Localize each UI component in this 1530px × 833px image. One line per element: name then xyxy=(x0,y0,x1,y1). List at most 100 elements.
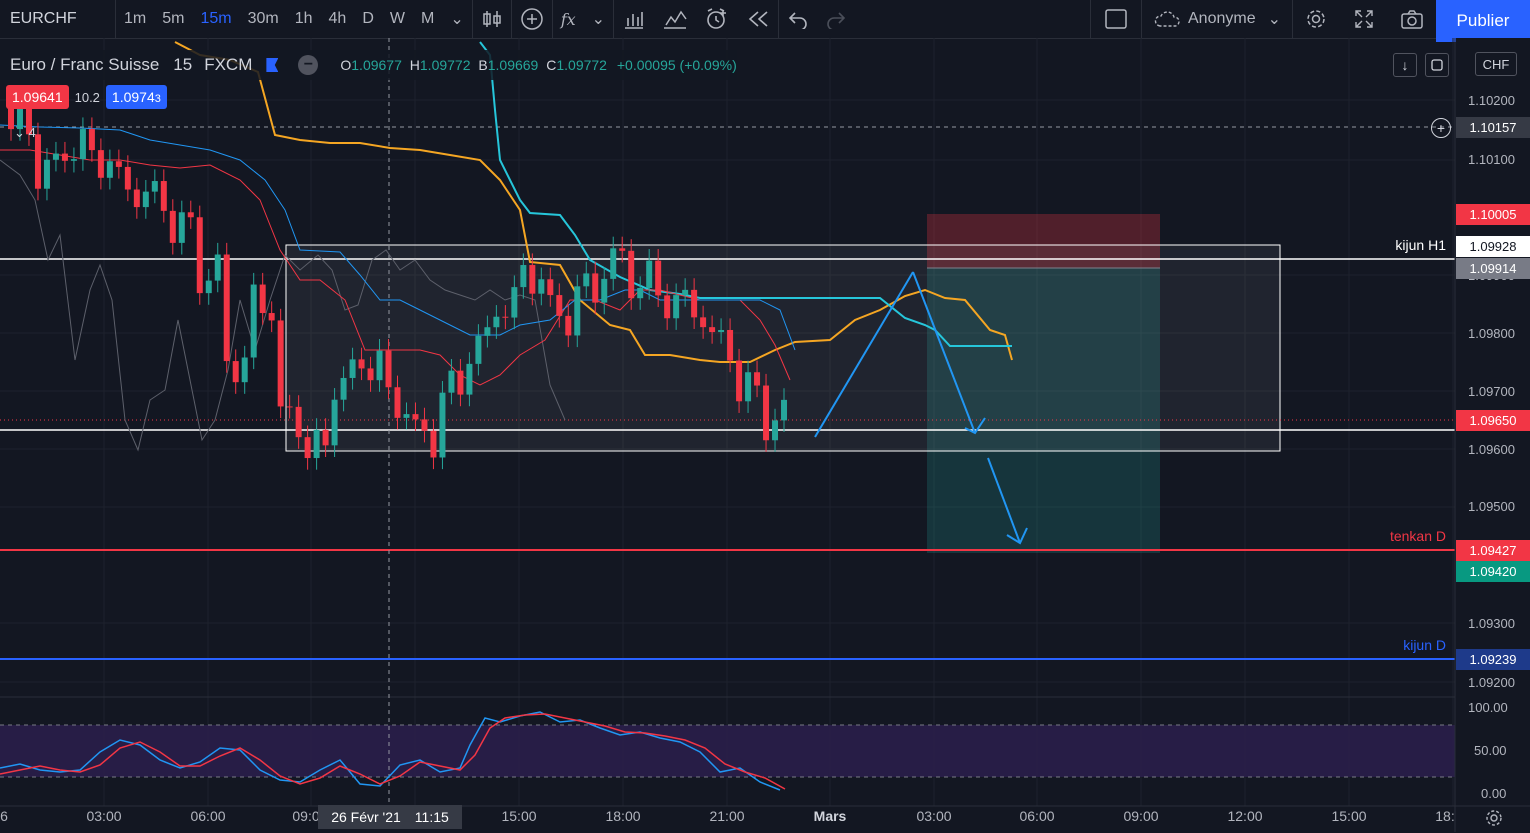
candle-body xyxy=(79,129,86,160)
time-tick: 21:00 xyxy=(709,808,745,824)
financials-icon[interactable] xyxy=(614,0,654,38)
interval-30m[interactable]: 30m xyxy=(247,10,279,27)
candle-body xyxy=(43,159,50,189)
sell-button[interactable]: 1.09641 xyxy=(6,85,69,109)
chevron-down-icon[interactable]: ⌄ xyxy=(450,11,464,28)
candle-body xyxy=(637,287,644,299)
candle-body xyxy=(646,260,653,288)
divider xyxy=(551,0,553,38)
candle-body xyxy=(736,360,743,402)
candle-body xyxy=(412,414,419,420)
kijun-h1-price-label: 1.09928 xyxy=(1456,236,1530,257)
download-icon[interactable]: ↓ xyxy=(1393,53,1417,77)
candle-body xyxy=(223,254,230,362)
time-tick: 18: xyxy=(1435,808,1455,824)
chart-legend: Euro / Franc Suisse 15 FXCM − O1.09677 H… xyxy=(0,50,737,80)
candle-body xyxy=(394,387,401,418)
interval-5m[interactable]: 5m xyxy=(162,10,185,27)
entry-price-label: 1.09914 xyxy=(1456,258,1530,279)
candle-body xyxy=(430,430,437,458)
interval-4h[interactable]: 4h xyxy=(328,10,347,27)
interval-d[interactable]: D xyxy=(362,10,374,27)
candle-body xyxy=(439,392,446,458)
add-compare-icon[interactable] xyxy=(512,0,552,38)
projection-arrow-up xyxy=(814,271,914,438)
price-tick: 1.09200 xyxy=(1468,675,1515,690)
indicators-button[interactable]: fx xyxy=(560,9,576,29)
candle-body xyxy=(214,254,221,281)
candle-body xyxy=(8,105,14,130)
account-menu[interactable]: Anonyme ⌄ xyxy=(1142,0,1292,38)
redo-icon[interactable] xyxy=(817,0,855,38)
candle-body xyxy=(385,350,392,388)
candle-body xyxy=(673,295,680,319)
fullscreen-toggle-icon[interactable] xyxy=(1091,0,1141,38)
candle-body xyxy=(277,320,284,407)
chevron-down-icon: ⌄ xyxy=(1267,11,1281,28)
candle-body xyxy=(349,359,356,378)
interval-w[interactable]: W xyxy=(389,10,405,27)
arrow-head-1 xyxy=(964,417,986,435)
stop-price-label: 1.10005 xyxy=(1456,204,1530,225)
indicator-count: 4 xyxy=(28,125,36,140)
candle-body xyxy=(511,287,518,318)
currency-button[interactable]: CHF xyxy=(1475,52,1517,76)
symbol-search[interactable]: EURCHF xyxy=(10,10,77,27)
symbol-title[interactable]: Euro / Franc Suisse xyxy=(10,55,160,74)
price-chart[interactable] xyxy=(0,38,1530,832)
interval-15m[interactable]: 15m xyxy=(200,10,232,27)
stoch-d xyxy=(0,713,786,790)
candle-body xyxy=(142,191,149,208)
candle-body xyxy=(61,153,68,161)
candle-body xyxy=(241,357,248,383)
alert-icon[interactable] xyxy=(696,0,738,38)
candle-body xyxy=(556,295,563,316)
interval-m[interactable]: M xyxy=(420,10,435,27)
time-tick: 06:00 xyxy=(1019,808,1055,824)
flag-icon xyxy=(266,58,279,72)
axis-settings-icon[interactable] xyxy=(1484,808,1504,833)
legend-collapse[interactable]: ⌄ 4 xyxy=(14,125,36,140)
time-tick: 15:00 xyxy=(501,808,537,824)
candle-body xyxy=(628,250,635,299)
buy-button[interactable]: 1.09743 xyxy=(105,85,167,109)
osc-tick: 0.00 xyxy=(1481,786,1507,801)
price-tick: 1.09300 xyxy=(1468,616,1515,631)
add-price-icon[interactable]: + xyxy=(1431,118,1451,138)
interval-1m[interactable]: 1m xyxy=(124,10,147,27)
candle-body xyxy=(772,420,779,441)
replay-icon[interactable] xyxy=(738,0,778,38)
fullscreen-icon[interactable] xyxy=(1339,0,1389,38)
top-toolbar: EURCHF 1m 5m 15m 30m 1h 4h D W M ⌄ fx ⌄ xyxy=(0,0,1530,42)
settings-icon[interactable] xyxy=(1293,0,1339,38)
divider xyxy=(510,0,512,38)
candle-style-icon[interactable] xyxy=(473,0,511,38)
candle-body xyxy=(358,359,365,369)
candle-body xyxy=(259,284,266,314)
chikou-span xyxy=(0,159,566,452)
camera-icon[interactable] xyxy=(1389,0,1435,38)
candle-body xyxy=(295,406,302,438)
candle-body xyxy=(133,189,140,208)
templates-icon[interactable] xyxy=(654,0,696,38)
cloud-icon xyxy=(1154,11,1180,27)
candle-body xyxy=(493,316,500,328)
candle-body xyxy=(304,437,311,459)
ohlc-values: O1.09677 H1.09772 B1.09669 C1.09772 +0.0… xyxy=(340,57,737,73)
publish-button[interactable]: Publier xyxy=(1436,0,1530,42)
undo-icon[interactable] xyxy=(779,0,817,38)
minus-icon[interactable]: − xyxy=(298,55,319,75)
auto-scale-icon[interactable] xyxy=(1425,53,1449,77)
time-tick: 06:00 xyxy=(190,808,226,824)
interval-1h[interactable]: 1h xyxy=(294,10,313,27)
candle-body xyxy=(115,161,122,167)
spread-value: 10.2 xyxy=(74,89,100,105)
crosshair-price-label: 1.10157 xyxy=(1456,117,1530,138)
candle-body xyxy=(601,278,608,303)
chevron-down-icon[interactable]: ⌄ xyxy=(591,11,606,28)
target-price-label: 1.09420 xyxy=(1456,561,1530,582)
candle-body xyxy=(475,335,482,364)
candle-body xyxy=(169,210,176,243)
candle-body xyxy=(322,429,329,446)
chart-grid xyxy=(0,38,1455,806)
